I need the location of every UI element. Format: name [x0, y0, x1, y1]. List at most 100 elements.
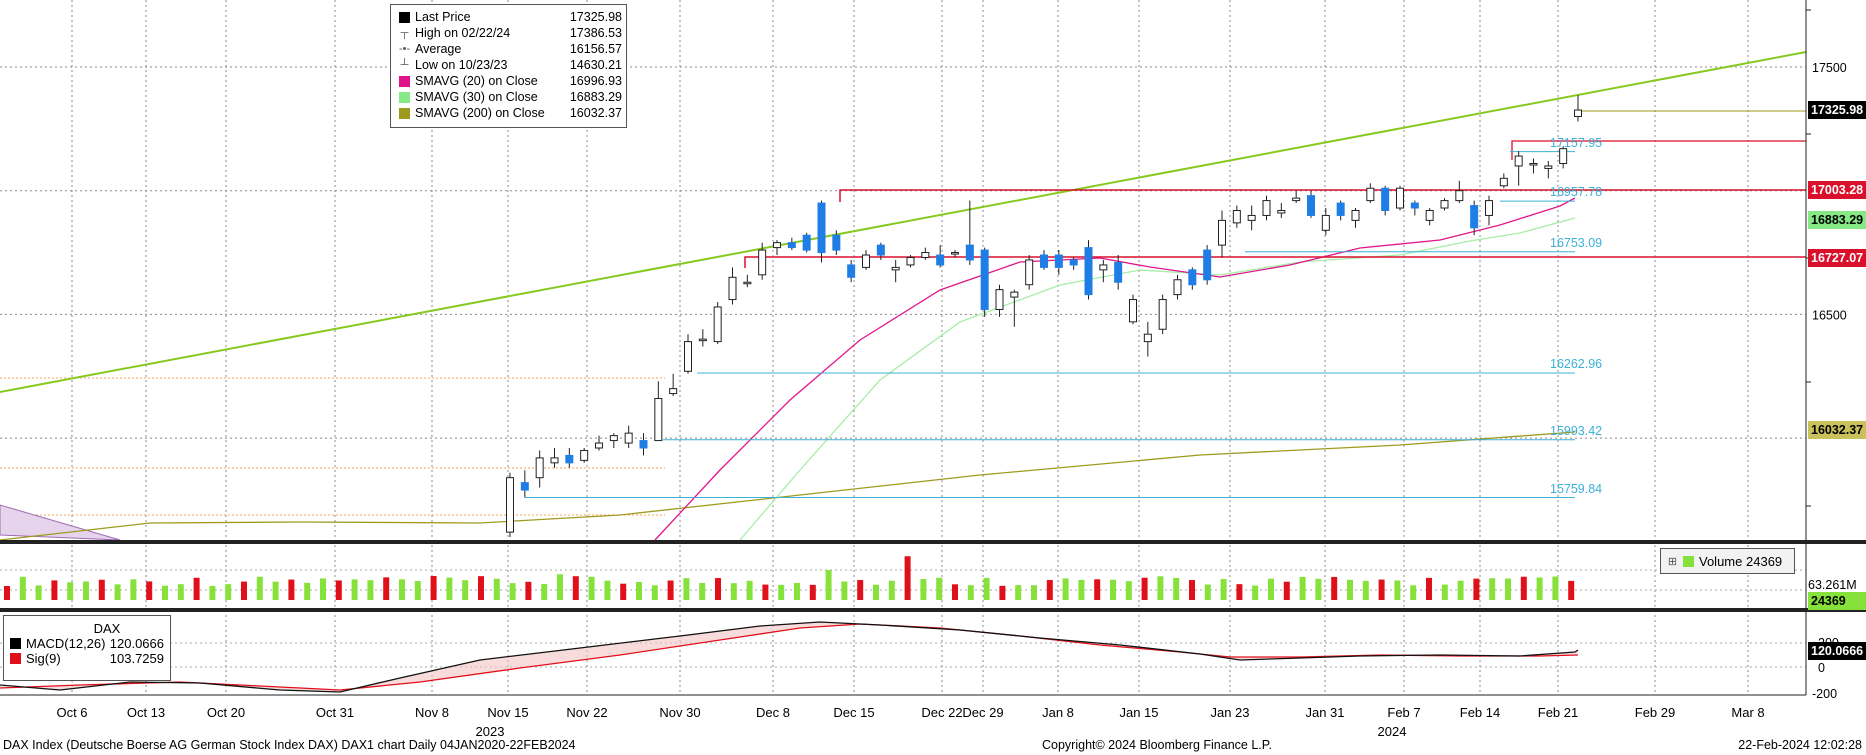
- x-tick-label: Jan 31: [1305, 705, 1345, 720]
- x-year-label: 2023: [475, 724, 505, 739]
- volume-bar: [873, 584, 879, 600]
- candle: [1143, 321, 1152, 357]
- candle: [684, 334, 692, 374]
- candle-body: [1188, 269, 1197, 286]
- volume-bar: [541, 583, 548, 600]
- level-label: 16957.78: [1550, 185, 1603, 200]
- candle-body: [965, 244, 974, 261]
- candle: [847, 259, 856, 283]
- candle: [506, 472, 514, 538]
- candle: [669, 373, 678, 397]
- legend-value: 16156.57: [569, 42, 622, 56]
- volume-bar: [809, 584, 816, 600]
- candle: [609, 433, 618, 448]
- volume-bar: [1204, 584, 1211, 600]
- legend-name: SMAVG (30) on Close: [415, 90, 538, 104]
- average-marker-icon: -•-: [399, 43, 411, 55]
- legend-row: SMAVG (200) on Close 16032.37: [399, 105, 622, 121]
- candle-body: [1247, 214, 1256, 221]
- volume-bar: [177, 584, 184, 600]
- volume-bar: [335, 580, 342, 600]
- candle: [1455, 180, 1464, 204]
- candle-body: [550, 457, 559, 464]
- level-label: 15993.42: [1550, 423, 1603, 438]
- x-tick-label: Dec 29: [962, 705, 1004, 720]
- candle-body: [758, 249, 767, 276]
- candle-body: [1069, 259, 1078, 266]
- macd-legend-row: MACD(12,26) 120.0666: [10, 636, 164, 651]
- candle-body: [1351, 209, 1360, 221]
- volume-bar: [1441, 584, 1448, 600]
- x-tick-label: Jan 23: [1210, 705, 1250, 720]
- candle-body: [1232, 209, 1241, 224]
- volume-bar: [667, 580, 674, 600]
- candle-body: [1336, 202, 1345, 216]
- volume-bar: [446, 577, 453, 600]
- candle: [802, 232, 811, 253]
- candle-body: [1129, 299, 1137, 323]
- price-legend: Last Price 17325.98 ┬ High on 02/22/24 17386…: [390, 4, 627, 128]
- volume-bar: [888, 580, 895, 600]
- candle-body: [595, 442, 603, 449]
- volume-bar: [1252, 585, 1259, 600]
- candle-body: [654, 398, 663, 442]
- candle-body: [921, 252, 930, 258]
- candle-body: [862, 254, 870, 268]
- volume-bar: [430, 576, 437, 600]
- volume-bar: [999, 585, 1006, 600]
- candle: [565, 447, 574, 468]
- candle-body: [906, 256, 915, 266]
- candle-body: [1114, 261, 1123, 283]
- volume-bar: [241, 581, 247, 600]
- volume-bar: [1347, 579, 1353, 600]
- candle: [1114, 255, 1123, 290]
- price-tick-label: 16500: [1812, 308, 1847, 322]
- candle: [1336, 200, 1345, 221]
- price-tag: 16727.07: [1808, 249, 1866, 268]
- candle-body: [1307, 195, 1315, 216]
- volume-bar: [1220, 579, 1227, 600]
- level-label: 17157.95: [1550, 135, 1603, 150]
- x-tick-label: Feb 7: [1387, 705, 1421, 720]
- legend-name: Low on 10/23/23: [415, 58, 508, 72]
- price-tag: 16032.37: [1808, 421, 1866, 440]
- candle-body: [1425, 209, 1434, 221]
- legend-row: ┬ High on 02/22/24 17386.53: [399, 25, 622, 41]
- panel-separator: [0, 540, 1866, 544]
- candle-body: [580, 449, 589, 461]
- candle-body: [639, 440, 648, 449]
- candle: [1099, 259, 1108, 283]
- candle-body: [1158, 299, 1167, 330]
- candle: [1040, 250, 1048, 270]
- candle: [1410, 200, 1419, 216]
- level-label: 16753.09: [1550, 235, 1603, 250]
- volume-bar: [399, 579, 405, 600]
- candle-body: [1381, 187, 1390, 211]
- candle-body: [713, 306, 722, 343]
- legend-swatch: [399, 91, 410, 103]
- candle-body: [684, 341, 692, 372]
- candle-body: [876, 244, 885, 256]
- candle-body: [506, 477, 514, 533]
- candle: [595, 435, 603, 451]
- expand-icon[interactable]: ⊞: [1667, 555, 1678, 568]
- legend-row: SMAVG (30) on Close 16883.29: [399, 89, 622, 105]
- candle: [1084, 240, 1093, 300]
- candle-body: [669, 388, 678, 395]
- volume-bar: [225, 584, 232, 600]
- volume-bar: [493, 578, 500, 600]
- volume-bar: [1331, 576, 1338, 600]
- x-tick-label: Nov 15: [487, 705, 529, 720]
- volume-legend-name: Volume: [1699, 553, 1743, 569]
- volume-bar: [983, 577, 990, 600]
- candle-body: [1485, 200, 1493, 216]
- macd-tag: 120.0666: [1808, 642, 1866, 660]
- macd-legend-value: 120.0666: [109, 636, 164, 651]
- candle-body: [951, 252, 959, 255]
- volume-bar: [35, 585, 42, 600]
- volume-bar: [1362, 580, 1369, 600]
- sig-legend-value: 103.7259: [109, 651, 164, 666]
- candle: [1010, 289, 1019, 327]
- candle: [1292, 190, 1301, 204]
- sma30-line: [739, 217, 1576, 541]
